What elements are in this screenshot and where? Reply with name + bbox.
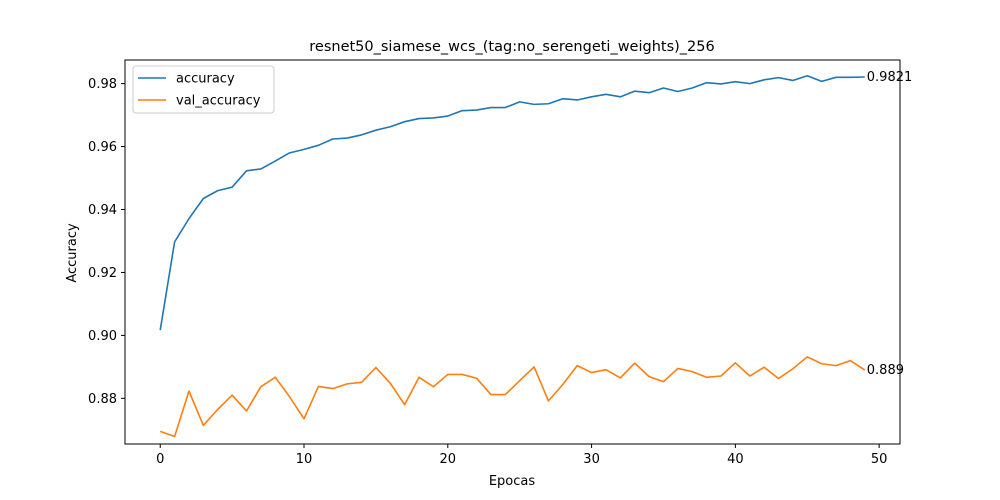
y-tick-label: 0.92 xyxy=(88,266,117,281)
x-axis-label: Epocas xyxy=(489,474,536,489)
legend-box xyxy=(132,65,275,114)
x-tick-label: 0 xyxy=(156,452,164,467)
y-tick-label: 0.94 xyxy=(88,203,117,218)
legend-label-val_accuracy: val_accuracy xyxy=(176,94,261,109)
chart-title: resnet50_siamese_wcs_(tag:no_serengeti_w… xyxy=(309,39,714,55)
series-line-accuracy xyxy=(159,74,865,331)
y-tick-label: 0.90 xyxy=(88,329,117,344)
x-tick-label: 20 xyxy=(440,452,457,467)
end-value-label-accuracy: 0.9821 xyxy=(867,70,913,85)
y-tick-label: 0.98 xyxy=(88,77,117,92)
x-tick-label: 40 xyxy=(727,452,744,467)
y-axis-label: Accuracy xyxy=(65,223,80,283)
x-tick-label: 50 xyxy=(871,452,888,467)
series-line-val_accuracy xyxy=(159,356,866,438)
plot-area: 0.9821 0.889 0 10 20 30 40 50 0.88 0.90 0.92 0.94 0.… xyxy=(88,59,913,467)
x-tick-label: 30 xyxy=(583,452,600,467)
y-tick-label: 0.96 xyxy=(88,140,117,155)
x-tick-label: 10 xyxy=(296,452,313,467)
legend-label-accuracy: accuracy xyxy=(176,72,235,87)
y-tick-label: 0.88 xyxy=(88,392,117,407)
axes-frame xyxy=(124,59,901,445)
end-value-label-val_accuracy: 0.889 xyxy=(867,363,904,378)
